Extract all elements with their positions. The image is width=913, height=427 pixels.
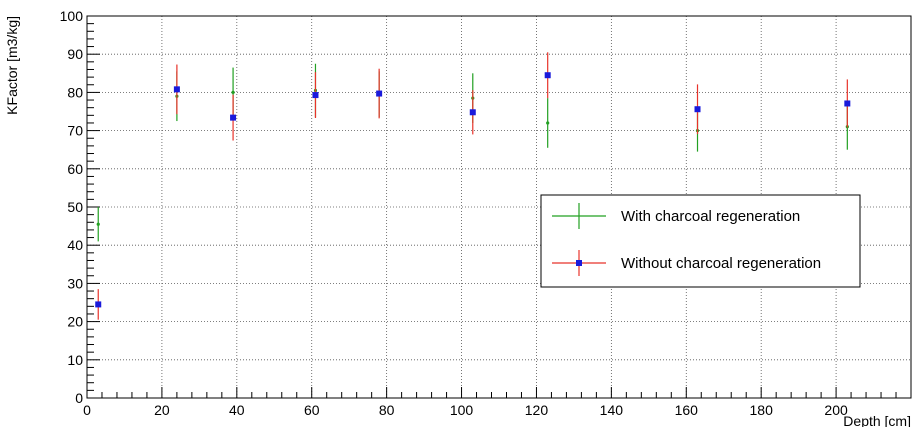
y-tick-label: 70 — [67, 123, 83, 139]
data-point — [694, 106, 701, 113]
x-tick-label: 200 — [824, 402, 848, 418]
data-point — [231, 90, 235, 94]
grid — [87, 16, 911, 398]
y-tick-label: 80 — [67, 84, 83, 100]
x-tick-label: 0 — [83, 402, 91, 418]
legend: With charcoal regeneration Without charco… — [540, 194, 861, 288]
x-axis-title: Depth [cm] — [843, 413, 911, 427]
data-point — [312, 92, 319, 99]
x-tick-label: 20 — [154, 402, 170, 418]
legend-entry: With charcoal regeneration — [621, 208, 800, 225]
y-tick-label: 10 — [67, 352, 83, 368]
y-axis-title: KFactor [m3/kg] — [4, 16, 20, 115]
y-tick-label: 30 — [67, 275, 83, 291]
y-tick-label: 50 — [67, 199, 83, 215]
y-tick-label: 60 — [67, 161, 83, 177]
x-tick-label: 40 — [229, 402, 245, 418]
data-point — [469, 109, 476, 116]
x-tick-label: 140 — [600, 402, 624, 418]
x-tick-label: 120 — [525, 402, 549, 418]
data-point — [546, 121, 550, 125]
x-tick-label: 60 — [304, 402, 320, 418]
x-tick-label: 80 — [379, 402, 395, 418]
y-tick-label: 90 — [67, 46, 83, 62]
axes: 0 20 40 60 80 100 120 140 160 180 200 0 10 20 30 40 50 60… — [4, 8, 912, 427]
x-tick-label: 180 — [750, 402, 774, 418]
legend-entry: Without charcoal regeneration — [621, 255, 821, 272]
y-tick-label: 100 — [60, 8, 84, 24]
y-tick-label: 0 — [75, 390, 83, 406]
y-tick-label: 40 — [67, 237, 83, 253]
data-point — [96, 222, 100, 226]
x-tick-label: 160 — [675, 402, 699, 418]
x-tick-label: 100 — [450, 402, 474, 418]
data-point — [844, 100, 851, 107]
data-point — [230, 114, 237, 121]
data-point — [376, 90, 383, 97]
data-point — [173, 86, 180, 93]
data-point — [95, 301, 102, 308]
legend-marker — [576, 260, 582, 266]
data-point — [544, 72, 551, 79]
legend-box — [540, 194, 861, 288]
y-tick-label: 20 — [67, 314, 83, 330]
data-points — [95, 52, 851, 320]
